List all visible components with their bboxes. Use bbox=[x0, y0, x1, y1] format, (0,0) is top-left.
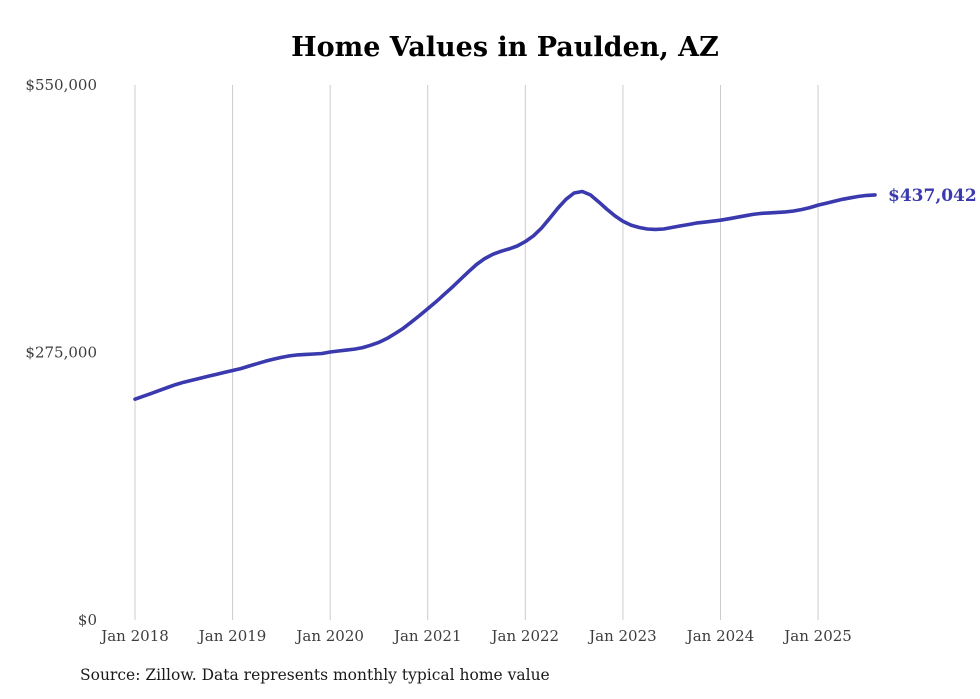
home-value-line bbox=[133, 189, 877, 401]
chart-title: Home Values in Paulden, AZ bbox=[291, 32, 719, 63]
vertical-gridlines bbox=[134, 85, 819, 620]
x-tick-label: Jan 2022 bbox=[490, 627, 560, 645]
x-tick-label: Jan 2019 bbox=[197, 627, 267, 645]
y-tick-label: $275,000 bbox=[25, 344, 97, 362]
final-value-label: $437,042 bbox=[888, 186, 977, 206]
y-tick-label: $0 bbox=[78, 611, 97, 629]
x-axis-tick-labels: Jan 2018 Jan 2019 Jan 2020 Jan 2021 Jan 2022… bbox=[99, 627, 852, 645]
x-tick-label: Jan 2020 bbox=[294, 627, 364, 645]
y-tick-label: $550,000 bbox=[25, 76, 97, 94]
source-note: Source: Zillow. Data represents monthly … bbox=[80, 666, 550, 684]
x-tick-label: Jan 2018 bbox=[99, 627, 169, 645]
x-tick-label: Jan 2024 bbox=[685, 627, 755, 645]
x-tick-label: Jan 2023 bbox=[587, 627, 657, 645]
x-tick-label: Jan 2021 bbox=[392, 627, 462, 645]
y-axis-tick-labels: $0 $275,000 $550,000 bbox=[25, 76, 97, 629]
x-tick-label: Jan 2025 bbox=[782, 627, 852, 645]
